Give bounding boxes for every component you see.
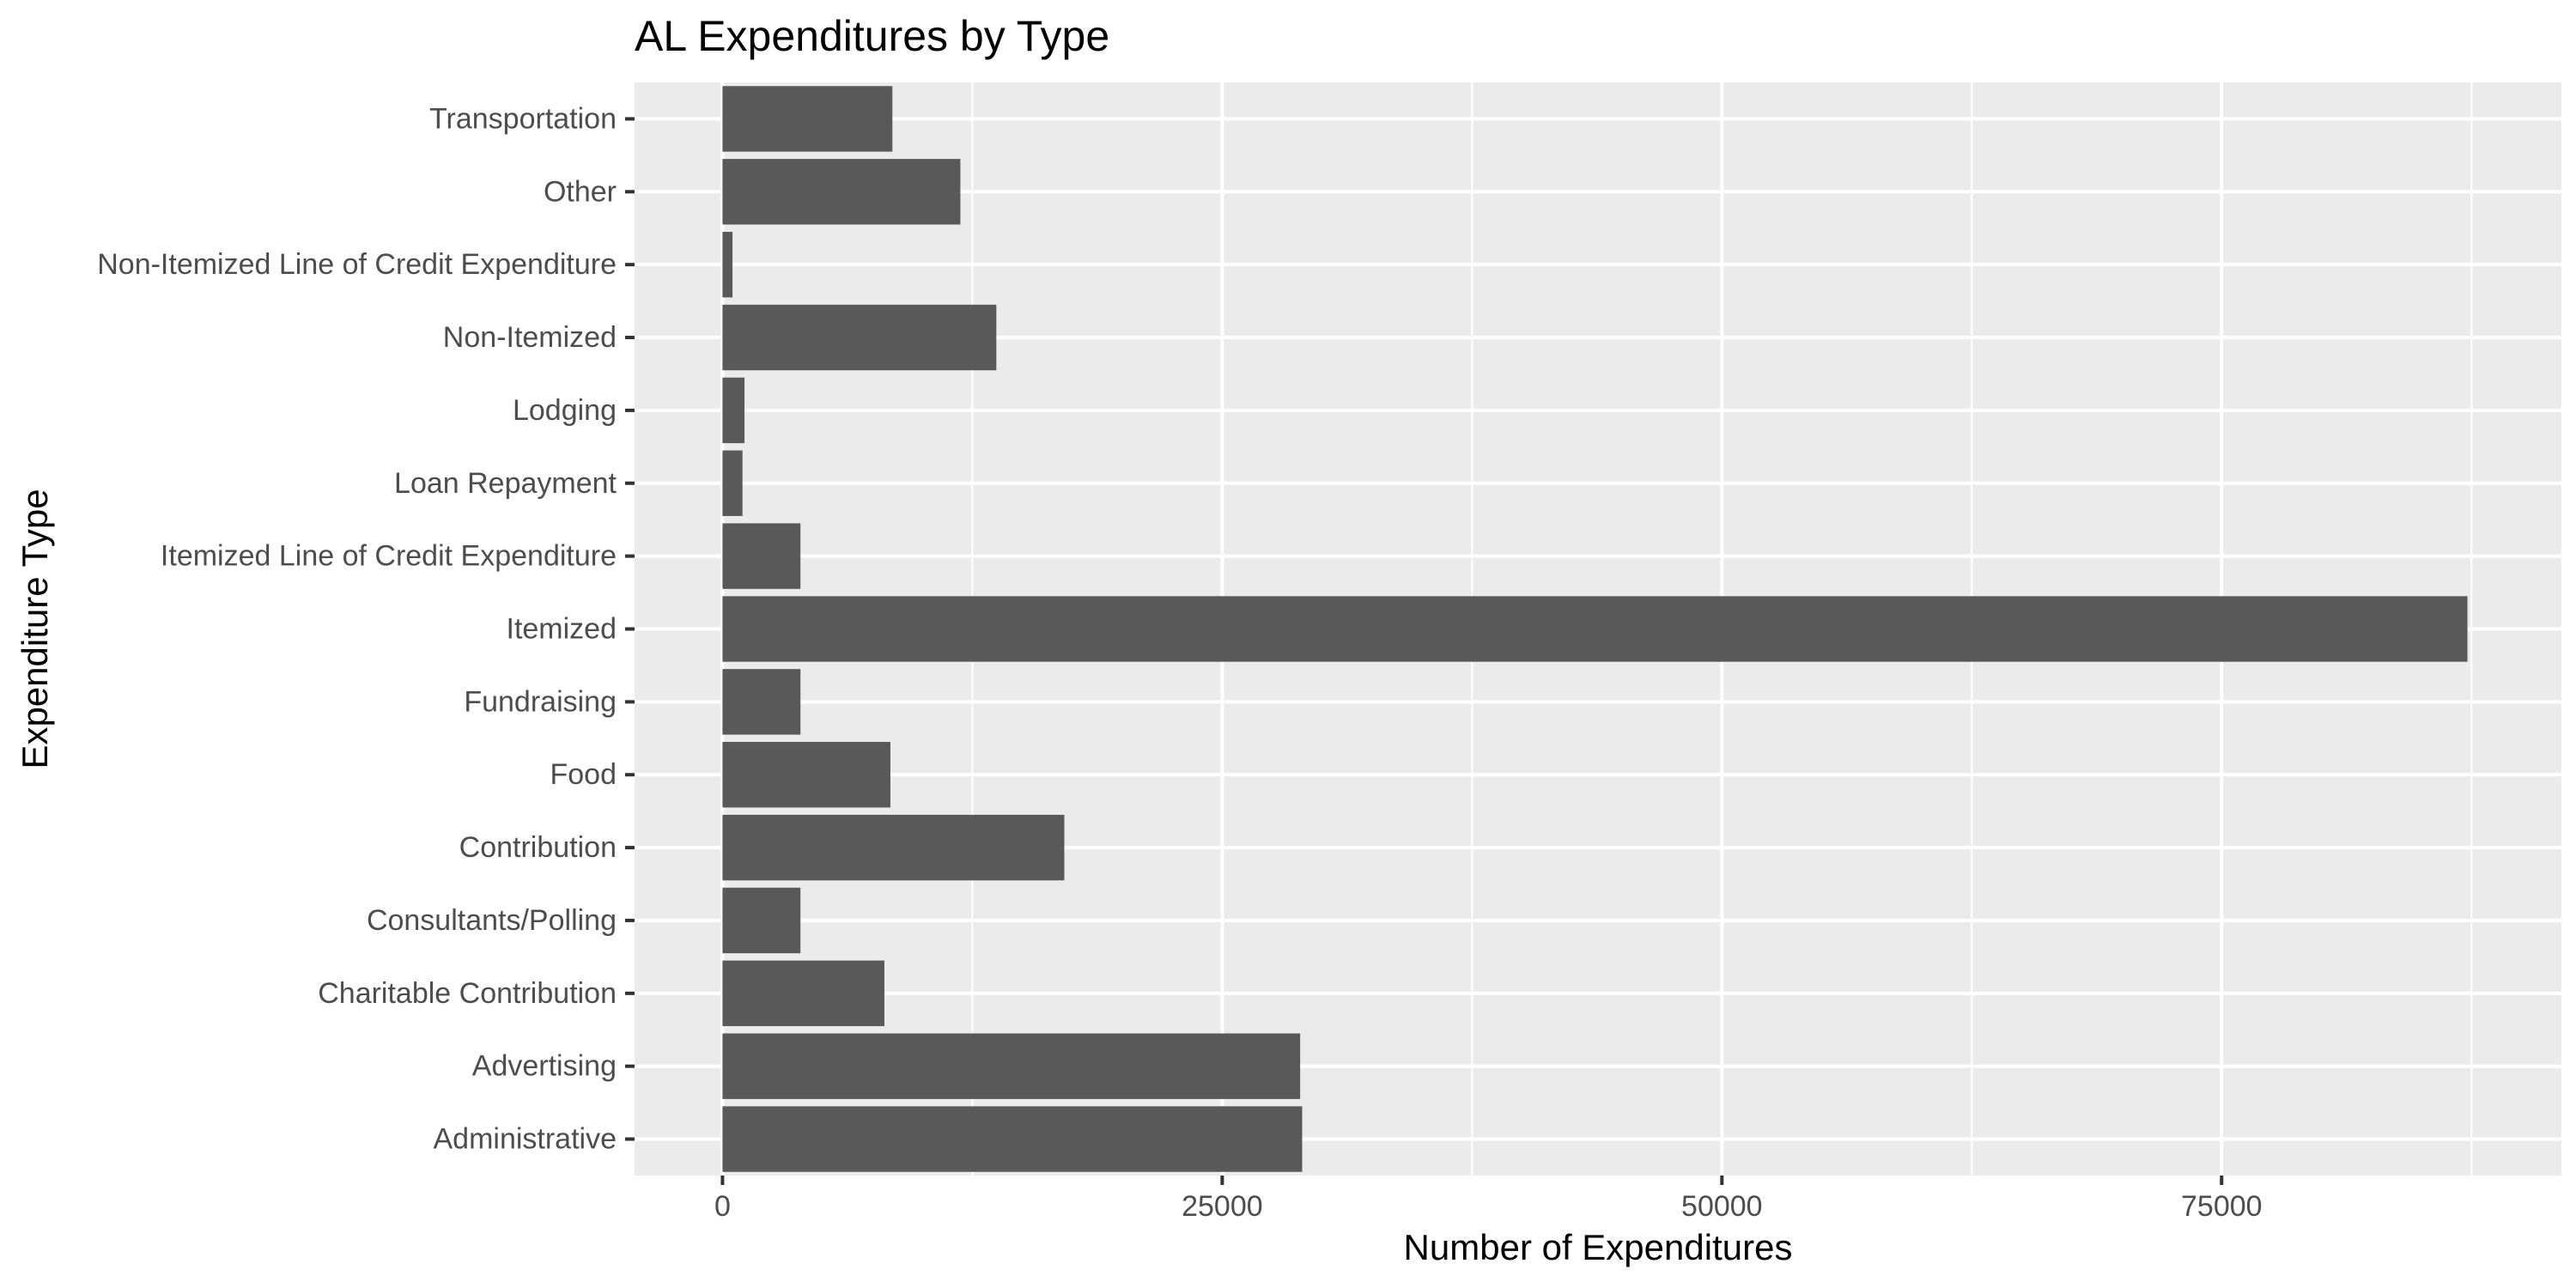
x-tick-label: 0 <box>714 1190 731 1223</box>
y-tick-label: Lodging <box>513 394 617 427</box>
y-tick-label: Administrative <box>433 1123 617 1156</box>
x-tick-label: 50000 <box>1681 1190 1763 1223</box>
y-axis: Administrative Advertising Charitable Cont… <box>97 102 635 1156</box>
x-axis-title: Number of Expenditures <box>1404 1227 1793 1267</box>
y-tick-label: Advertising <box>472 1050 617 1083</box>
y-tick-label: Non-Itemized <box>443 321 617 354</box>
bar <box>722 86 893 152</box>
y-tick-label: Non-Itemized Line of Credit Expenditure <box>97 248 617 281</box>
y-tick-label: Food <box>550 758 617 791</box>
y-tick-label: Other <box>544 175 617 208</box>
bar <box>722 1106 1303 1172</box>
y-tick-label: Consultants/Polling <box>367 904 617 937</box>
x-axis: 0 25000 50000 75000 <box>714 1176 2263 1223</box>
y-tick-label: Contribution <box>459 831 617 864</box>
bar <box>722 669 801 735</box>
bar <box>722 231 733 298</box>
y-tick-label: Fundraising <box>464 685 617 718</box>
y-tick-label: Transportation <box>429 102 617 135</box>
y-tick-label: Itemized <box>507 613 617 646</box>
bar <box>722 523 801 589</box>
bar <box>722 450 743 516</box>
bar <box>722 814 1065 881</box>
bar <box>722 159 961 225</box>
chart-title: AL Expenditures by Type <box>635 12 1109 60</box>
bar <box>722 377 745 444</box>
bars <box>722 86 2468 1172</box>
y-axis-title: Expenditure Type <box>15 489 55 769</box>
bar <box>722 887 801 954</box>
bar <box>722 960 884 1027</box>
bar <box>722 1033 1301 1099</box>
bar <box>722 304 997 371</box>
x-tick-label: 75000 <box>2181 1190 2263 1223</box>
y-tick-label: Charitable Contribution <box>318 977 617 1010</box>
y-tick-label: Itemized Line of Credit Expenditure <box>161 540 617 573</box>
bar <box>722 596 2468 662</box>
bar <box>722 742 890 808</box>
x-tick-label: 25000 <box>1182 1190 1263 1223</box>
y-tick-label: Loan Repayment <box>394 467 617 500</box>
